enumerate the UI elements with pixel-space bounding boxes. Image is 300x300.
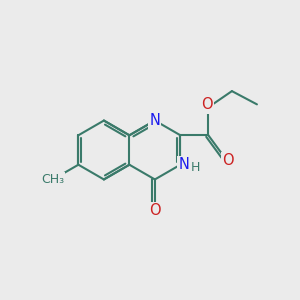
Text: N: N (178, 157, 189, 172)
Text: O: O (149, 203, 161, 218)
Text: H: H (191, 160, 200, 174)
Text: N: N (149, 113, 160, 128)
Text: CH₃: CH₃ (41, 173, 64, 186)
Text: O: O (201, 98, 213, 112)
Text: O: O (222, 153, 234, 168)
